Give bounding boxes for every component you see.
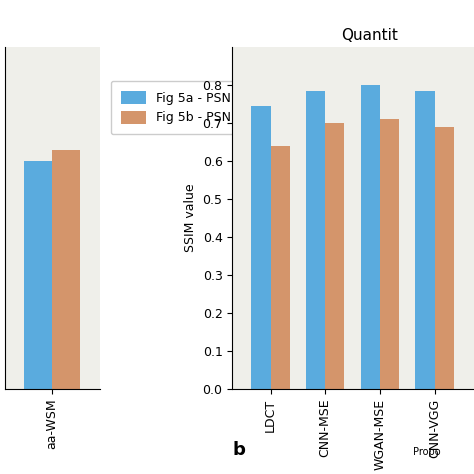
Text: Propo: Propo [413,447,440,457]
Bar [271,146,290,389]
Legend: Fig 5a - PSNR, Fig 5b - PSNR: Fig 5a - PSNR, Fig 5b - PSNR [110,81,249,135]
Text: Quantit: Quantit [341,28,398,44]
Bar [361,85,380,389]
Bar [380,119,399,389]
Bar [435,127,454,389]
Bar [52,150,80,389]
Bar [306,91,325,389]
Y-axis label: SSIM value: SSIM value [184,184,197,252]
Bar [251,106,271,389]
Bar [25,161,52,389]
Text: b: b [233,441,246,459]
Bar [325,123,345,389]
Bar [416,91,435,389]
